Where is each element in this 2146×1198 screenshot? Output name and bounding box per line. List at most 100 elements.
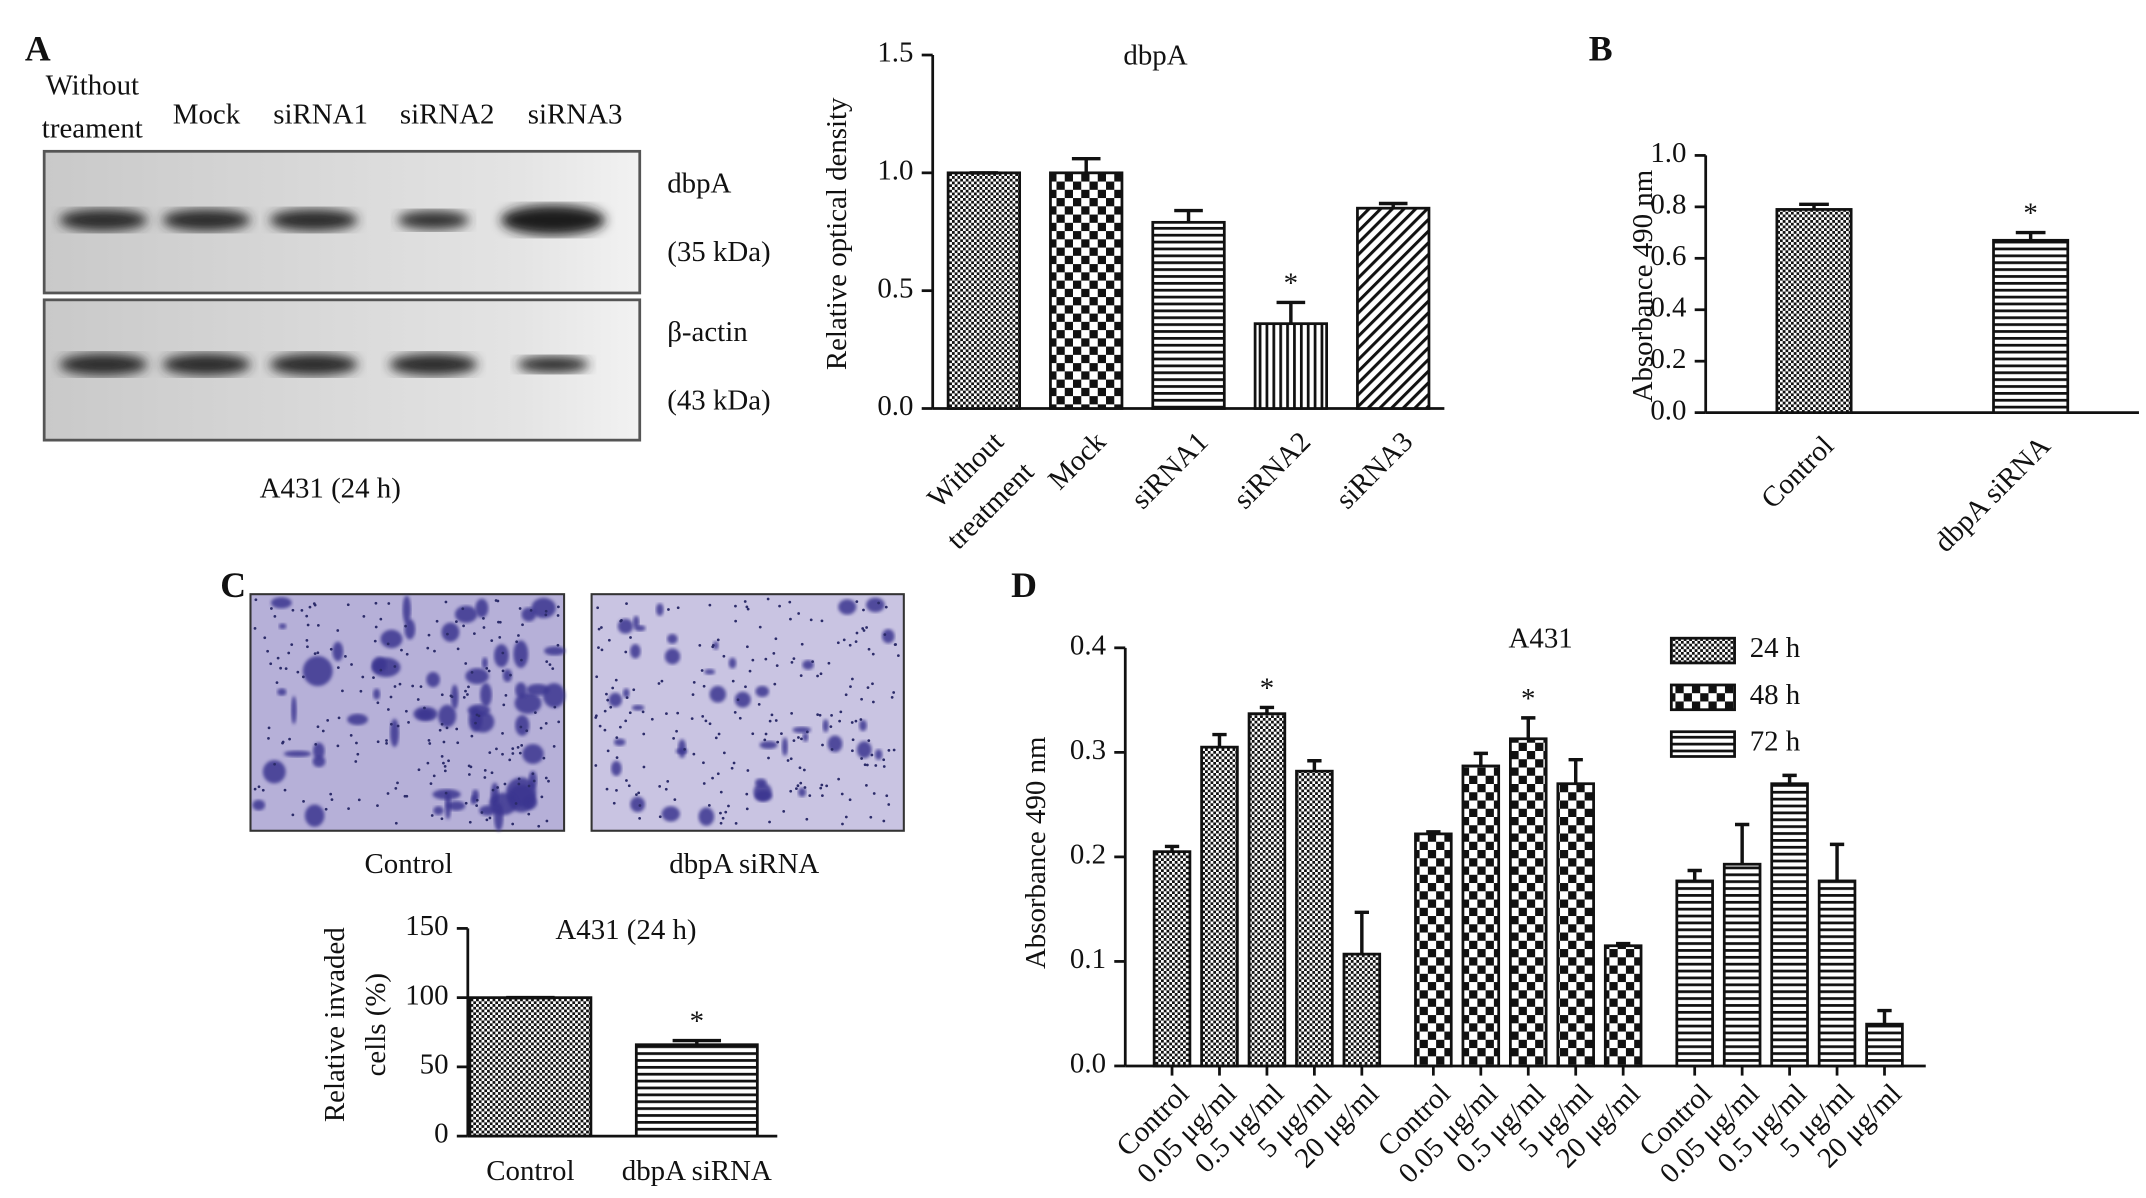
- dot: [716, 772, 720, 776]
- dot: [609, 705, 613, 709]
- dot: [290, 643, 294, 647]
- cell: [347, 713, 368, 726]
- cell: [270, 597, 292, 609]
- dot: [618, 725, 622, 729]
- dot: [442, 761, 445, 765]
- lane-label: siRNA3: [528, 99, 623, 131]
- cell: [633, 615, 640, 629]
- dot: [270, 607, 273, 610]
- cell: [515, 682, 527, 698]
- dot: [877, 601, 880, 605]
- cell: [475, 598, 489, 618]
- cell: [522, 744, 544, 764]
- dot: [557, 605, 560, 609]
- error-bar: [1568, 757, 1583, 784]
- dot: [841, 822, 844, 826]
- dot: [606, 749, 610, 753]
- dot: [426, 761, 430, 765]
- dot: [440, 693, 444, 697]
- dot: [746, 769, 750, 772]
- dot: [485, 818, 489, 822]
- dot: [836, 641, 840, 645]
- dot: [426, 646, 430, 650]
- dot: [361, 675, 365, 679]
- dot: [596, 606, 600, 610]
- dot: [273, 762, 276, 766]
- y-tick-label: 1.0: [877, 154, 913, 186]
- dot: [719, 811, 722, 815]
- x-tick-label: Control: [486, 1155, 574, 1187]
- dot: [393, 665, 397, 668]
- dot: [860, 697, 863, 701]
- dot: [341, 689, 344, 693]
- cell: [332, 641, 344, 662]
- dot: [882, 765, 886, 768]
- dot: [276, 656, 280, 660]
- dot: [844, 693, 848, 697]
- dot: [730, 766, 734, 770]
- dot: [896, 654, 900, 658]
- dot: [336, 629, 340, 632]
- cell: [371, 656, 387, 673]
- error-bar: [1799, 202, 1829, 210]
- cell: [678, 739, 687, 759]
- error-bar: [1877, 1008, 1892, 1025]
- cell: [277, 688, 287, 696]
- dot: [839, 710, 843, 714]
- dot: [511, 752, 515, 755]
- band-label: dbpA: [667, 167, 731, 199]
- dot: [316, 623, 320, 627]
- x-tick-label: siRNA1: [1125, 426, 1215, 516]
- x-tick-label: dbpA siRNA: [1928, 430, 2057, 559]
- dot: [882, 758, 886, 762]
- error-bar: [672, 1038, 722, 1045]
- dot: [597, 646, 600, 649]
- dot: [595, 675, 599, 679]
- dot: [820, 619, 824, 623]
- dot: [751, 658, 755, 662]
- dot: [624, 650, 628, 654]
- cell: [656, 603, 664, 616]
- dot: [527, 784, 531, 788]
- dot: [300, 609, 304, 612]
- bar: [1722, 862, 1762, 1068]
- dot: [855, 631, 859, 635]
- dot: [427, 633, 431, 637]
- dot: [305, 614, 309, 618]
- y-tick-label: 0: [434, 1118, 448, 1150]
- dot: [821, 743, 824, 747]
- dot: [444, 600, 448, 604]
- panel-letter: D: [1011, 565, 1037, 605]
- band-label: (35 kDa): [667, 236, 770, 268]
- dot: [407, 721, 410, 724]
- dot: [487, 669, 491, 673]
- dot: [676, 711, 680, 715]
- dot: [637, 791, 641, 795]
- error-bar: [1164, 844, 1180, 852]
- cell: [426, 671, 440, 688]
- lane-label: siRNA1: [273, 99, 368, 131]
- dot: [702, 684, 706, 688]
- dot: [724, 810, 728, 814]
- cell: [698, 807, 715, 826]
- dot: [440, 817, 444, 821]
- dot: [470, 670, 474, 674]
- dot: [514, 802, 518, 805]
- dot: [830, 714, 833, 717]
- dot: [788, 600, 792, 604]
- dot: [816, 674, 819, 678]
- dot: [518, 751, 522, 755]
- significance-mark: *: [1260, 673, 1274, 705]
- dot: [330, 798, 334, 801]
- cell: [856, 741, 872, 759]
- dot: [850, 721, 854, 724]
- dot: [432, 774, 436, 778]
- dot: [376, 740, 380, 744]
- bar: [1461, 764, 1501, 1068]
- dot: [734, 619, 738, 623]
- dot: [872, 792, 876, 795]
- dot: [296, 670, 300, 674]
- dot: [462, 696, 466, 699]
- dot: [440, 722, 444, 726]
- dot: [885, 794, 889, 798]
